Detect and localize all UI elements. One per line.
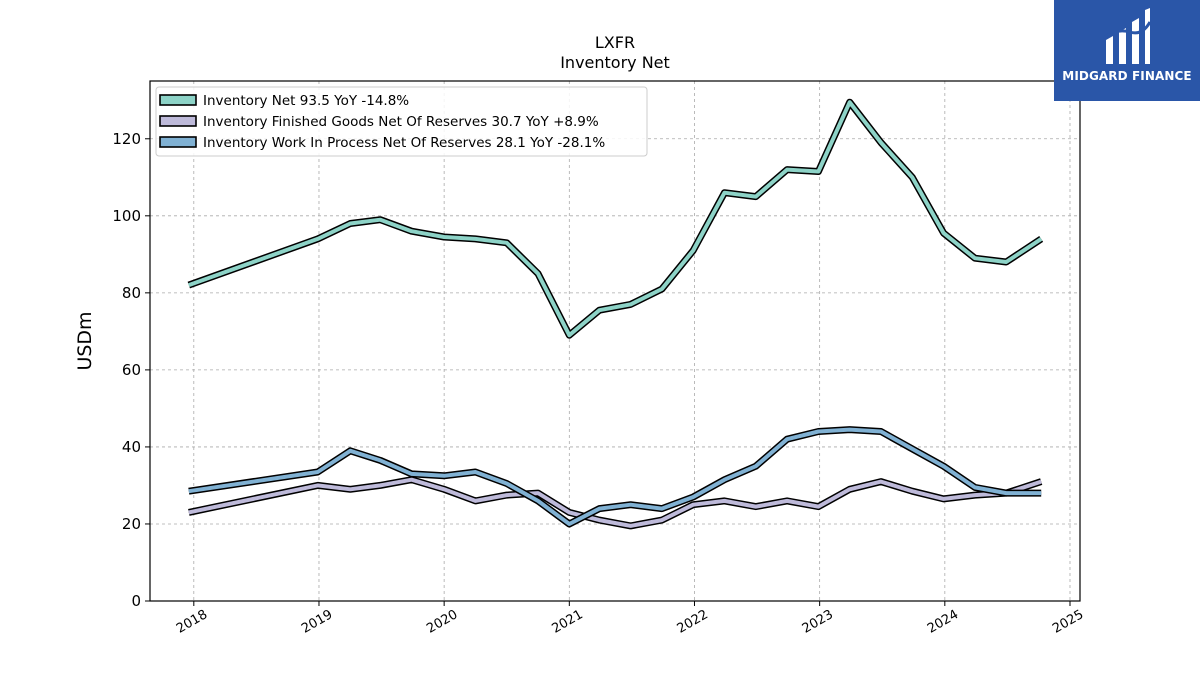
brand-logo: MIDGARD FINANCE (1054, 0, 1200, 101)
legend-swatch (159, 115, 197, 127)
plot-frame (149, 80, 1081, 602)
x-tick-label: 2018 (174, 607, 210, 637)
y-tick-label: 0 (131, 592, 141, 610)
x-tick-label: 2025 (1050, 607, 1086, 637)
x-tick-label: 2024 (925, 607, 961, 637)
y-tick-label: 80 (122, 284, 141, 302)
y-tick-label: 60 (122, 361, 141, 379)
x-axis-ticks: 2018 2019 2020 2021 2022 2023 2024 2025 (174, 601, 1086, 637)
series-line-2 (188, 427, 1042, 526)
y-tick-label: 20 (122, 515, 141, 533)
legend-swatch (159, 136, 197, 148)
series-outline-2 (188, 426, 1042, 528)
legend-label: Inventory Work In Process Net Of Reserve… (203, 135, 605, 151)
legend-label: Inventory Finished Goods Net Of Reserves… (203, 114, 599, 130)
y-tick-label: 120 (112, 130, 141, 148)
brand-logo-text: MIDGARD FINANCE (1062, 69, 1192, 83)
legend-label: Inventory Net 93.5 YoY -14.8% (203, 93, 409, 109)
x-tick-label: 2021 (549, 607, 585, 637)
chart-title: Inventory Net (560, 53, 670, 72)
y-tick-label: 100 (112, 207, 141, 225)
legend: Inventory Net 93.5 YoY -14.8% Inventory F… (155, 86, 648, 157)
legend-frame (155, 86, 648, 157)
x-tick-label: 2019 (299, 607, 335, 637)
midgard-logo-icon (1103, 8, 1152, 64)
series-line-1 (188, 477, 1042, 528)
x-tick-label: 2023 (800, 607, 836, 637)
x-tick-label: 2020 (424, 607, 460, 637)
y-axis-label: USDm (74, 311, 96, 370)
y-tick-label: 40 (122, 438, 141, 456)
series-lines (187, 98, 1044, 530)
x-tick-label: 2022 (675, 607, 711, 637)
legend-swatch (159, 94, 197, 106)
series-line-0 (188, 100, 1043, 338)
y-axis-ticks: 0 20 40 60 80 100 120 (112, 130, 150, 610)
chart-ticker: LXFR (595, 33, 635, 52)
